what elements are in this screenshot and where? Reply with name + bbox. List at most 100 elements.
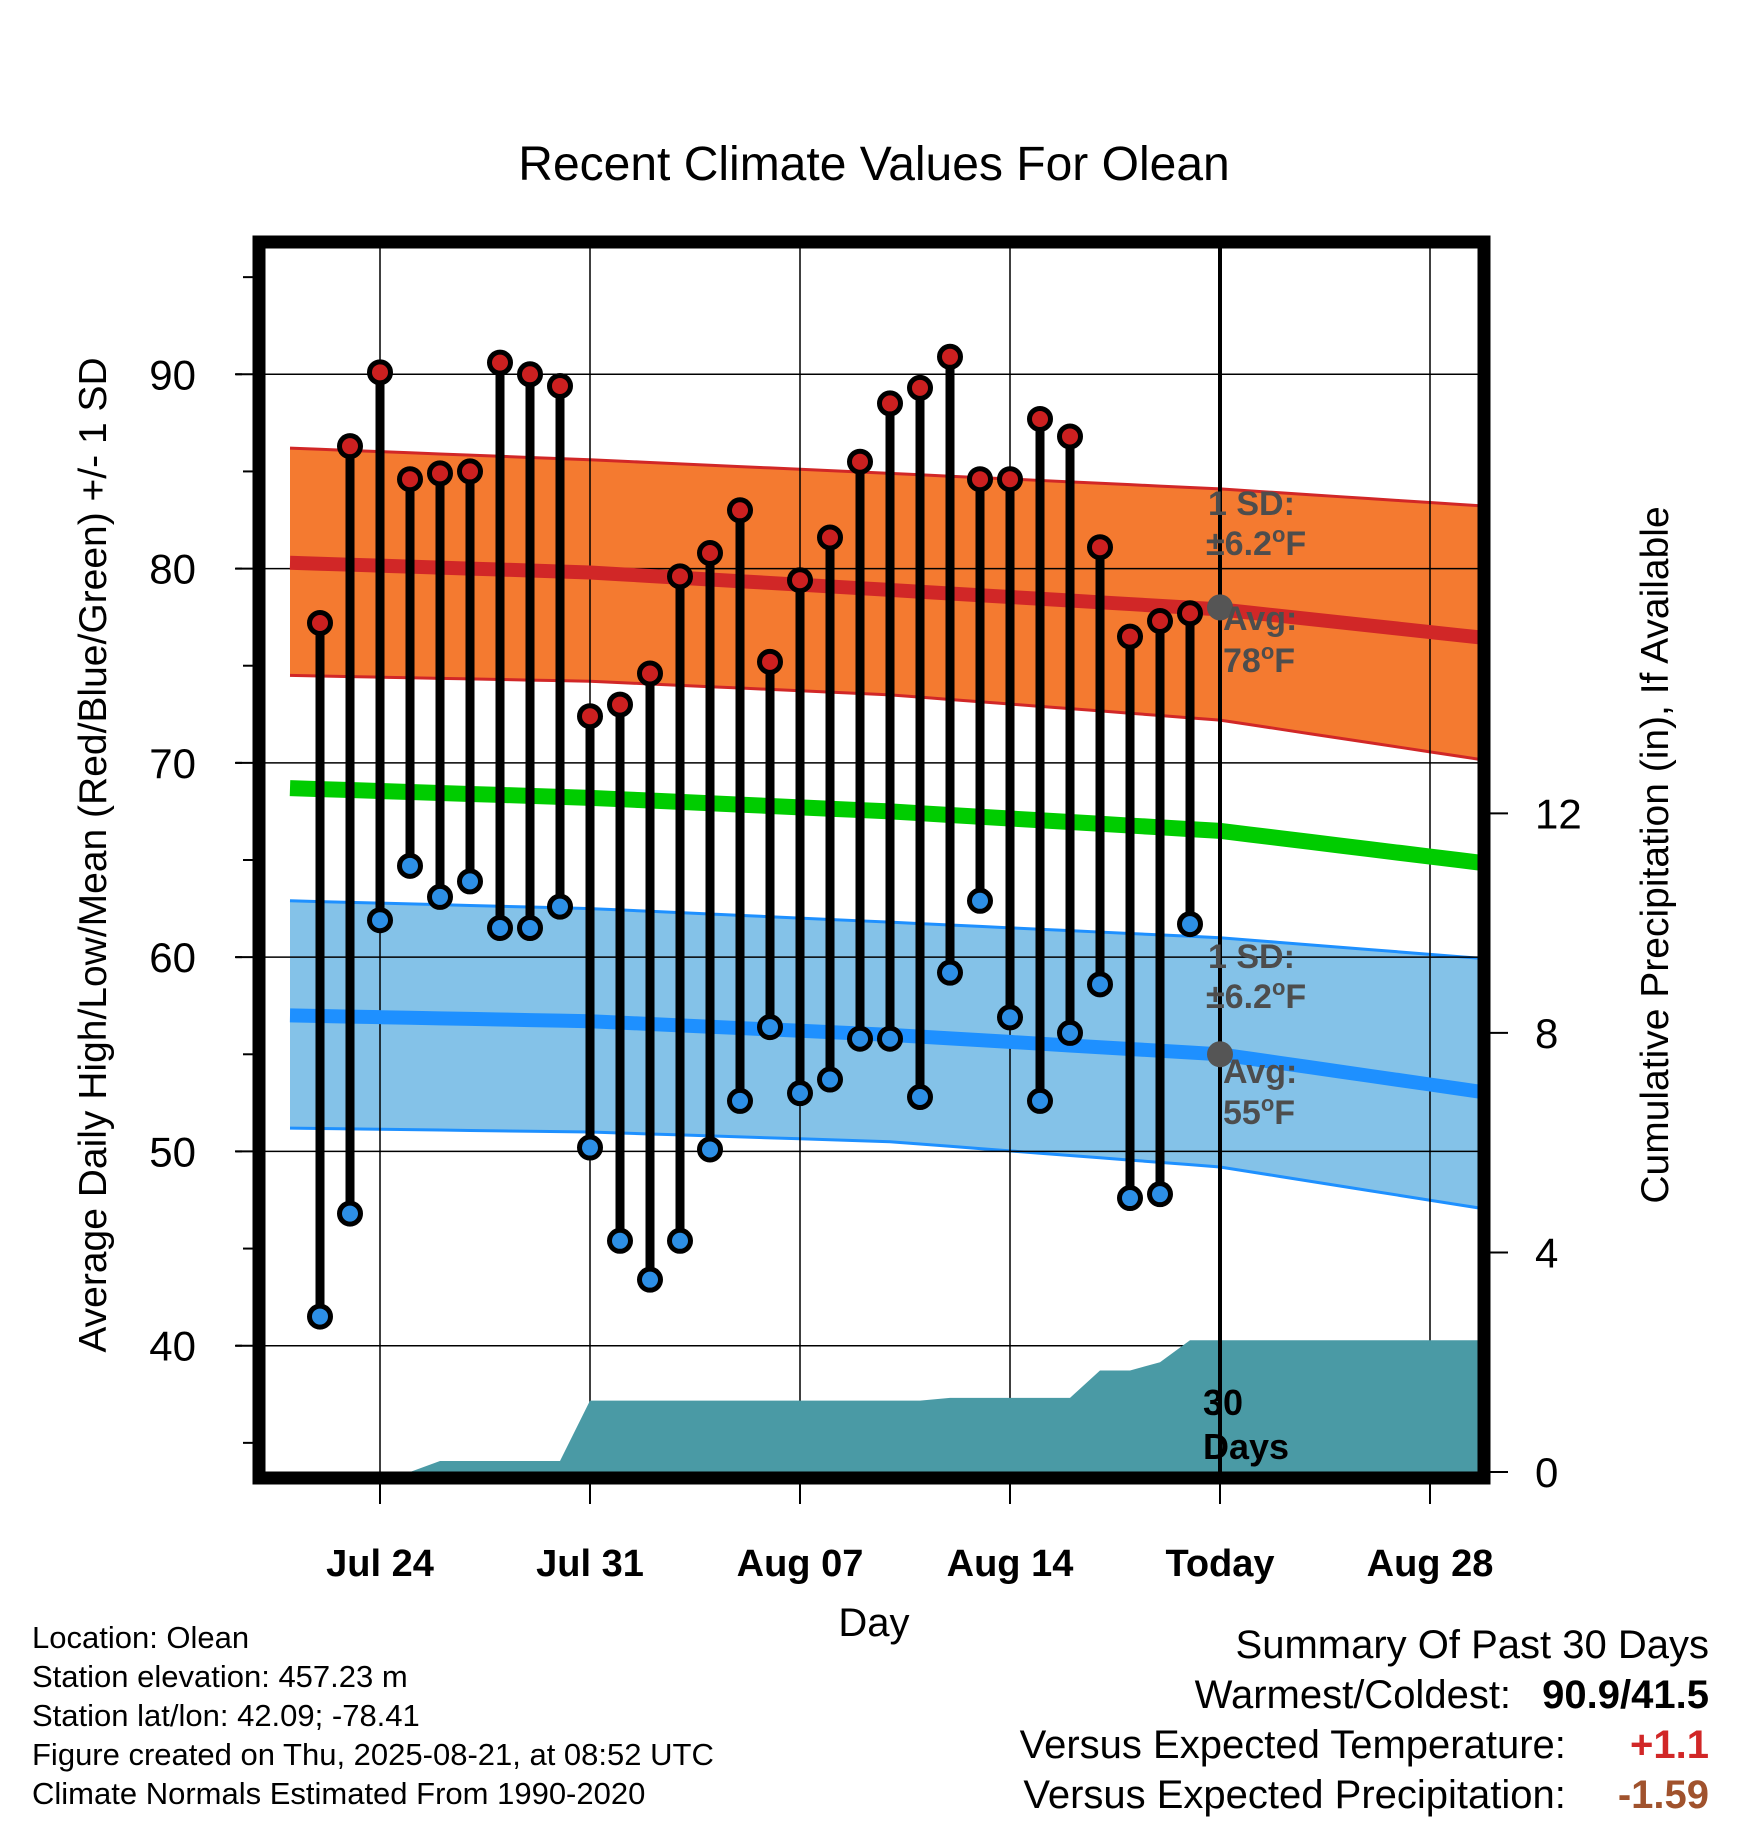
high-temp-point xyxy=(607,691,633,718)
y2-tick-label: 8 xyxy=(1535,1010,1558,1057)
x-tick-label: Jul 31 xyxy=(536,1543,644,1585)
x-axis-title: Day xyxy=(838,1601,909,1645)
low-temp-point xyxy=(607,1227,633,1254)
high-sd-annotation-value: ±6.2oF xyxy=(1206,522,1306,563)
y-tick-label: 40 xyxy=(149,1323,196,1370)
precip-days-label: Days xyxy=(1203,1426,1289,1467)
y-tick-label: 80 xyxy=(149,546,196,593)
low-temp-point xyxy=(667,1227,693,1254)
y2-axis-title: Cumulative Precipitation (in), If Availa… xyxy=(1634,506,1677,1203)
high-temp-point xyxy=(757,648,783,675)
high-temp-point xyxy=(967,466,993,493)
y2-tick-label: 12 xyxy=(1535,790,1582,837)
high-temp-point xyxy=(937,343,963,370)
high-temp-point xyxy=(727,497,753,524)
y2-tick-label: 4 xyxy=(1535,1229,1558,1276)
high-temp-point xyxy=(397,466,423,493)
high-sd-annotation-label: 1 SD: xyxy=(1208,485,1295,523)
y-tick-label: 50 xyxy=(149,1128,196,1175)
low-temp-point xyxy=(637,1266,663,1293)
warm-cold-row: Warmest/Coldest: 90.9/41.5 xyxy=(1020,1670,1709,1720)
low-temp-point xyxy=(487,915,513,941)
low-temp-point xyxy=(787,1080,813,1107)
high-temp-point xyxy=(787,567,813,594)
x-tick-label: Aug 07 xyxy=(737,1543,864,1585)
today-high-avg-dot xyxy=(1207,594,1233,621)
low-sd-lower-line xyxy=(289,1126,1478,1210)
high-temp-point xyxy=(577,703,603,730)
precip-row: Versus Expected Precipitation: -1.59 xyxy=(1020,1770,1709,1820)
summary-panel: Summary Of Past 30 Days Warmest/Coldest:… xyxy=(1020,1620,1709,1820)
low-temp-point xyxy=(727,1087,753,1114)
y-tick-label: 90 xyxy=(149,351,196,398)
temp-value: +1.1 xyxy=(1630,1723,1709,1767)
high-sd-band xyxy=(290,448,1478,760)
warm-cold-value: 90.9/41.5 xyxy=(1542,1673,1709,1717)
precip-days-number: 30 xyxy=(1203,1382,1243,1423)
plot-frame xyxy=(252,235,1491,1485)
low-temp-point xyxy=(517,915,543,941)
elevation-text: Station elevation: 457.23 m xyxy=(32,1659,408,1694)
y-axis-title: Average Daily High/Low/Mean (Red/Blue/Gr… xyxy=(72,357,115,1352)
low-temp-point xyxy=(1057,1019,1083,1046)
high-avg-annotation-value: 78oF xyxy=(1223,639,1295,680)
high-temp-point xyxy=(877,390,903,417)
high-temp-point xyxy=(997,466,1023,493)
low-sd-annotation-label: 1 SD: xyxy=(1208,938,1295,976)
high-temp-point xyxy=(367,359,393,386)
high-temp-point xyxy=(307,609,333,636)
high-temp-point xyxy=(487,349,513,376)
x-tick-label: Jul 24 xyxy=(326,1543,434,1585)
low-temp-point xyxy=(937,959,963,986)
high-temp-point xyxy=(817,524,843,551)
high-temp-point xyxy=(1027,405,1053,432)
high-temp-point xyxy=(697,540,723,567)
low-temp-point xyxy=(367,907,393,934)
low-temp-point xyxy=(817,1066,843,1093)
high-temp-point xyxy=(667,563,693,590)
low-temp-point xyxy=(997,1004,1023,1031)
temp-label: Versus Expected Temperature: xyxy=(1019,1723,1566,1767)
low-temp-point xyxy=(577,1134,603,1161)
low-temp-point xyxy=(1177,911,1203,938)
high-temp-point xyxy=(1087,534,1113,561)
summary-title: Summary Of Past 30 Days xyxy=(1235,1623,1709,1667)
high-temp-point xyxy=(337,433,363,460)
low-avg-annotation-label: Avg: xyxy=(1223,1053,1297,1091)
x-tick-label: Aug 14 xyxy=(947,1543,1074,1585)
low-temp-point xyxy=(1087,971,1113,998)
y-tick-label: 70 xyxy=(149,740,196,787)
location-text: Location: Olean xyxy=(32,1620,250,1655)
low-temp-point xyxy=(427,883,453,910)
low-temp-point xyxy=(307,1303,333,1330)
x-tick-label: Aug 28 xyxy=(1367,1543,1494,1585)
high-temp-point xyxy=(907,374,933,401)
low-temp-point xyxy=(547,893,573,920)
high-temp-point xyxy=(427,460,453,487)
today-low-avg-dot xyxy=(1207,1041,1233,1068)
low-temp-point xyxy=(337,1200,363,1227)
warm-cold-label: Warmest/Coldest: xyxy=(1194,1673,1512,1717)
low-temp-point xyxy=(1117,1185,1143,1212)
high-avg-annotation-label: Avg: xyxy=(1223,600,1297,638)
high-temp-point xyxy=(1117,623,1143,650)
low-temp-point xyxy=(1147,1181,1173,1208)
y-tick-label: 60 xyxy=(149,934,196,981)
high-temp-point xyxy=(1147,608,1173,635)
latlon-text: Station lat/lon: 42.09; -78.41 xyxy=(32,1698,420,1733)
low-temp-point xyxy=(877,1025,903,1052)
low-temp-point xyxy=(397,852,423,879)
y2-tick-label: 0 xyxy=(1535,1449,1558,1496)
created-text: Figure created on Thu, 2025-08-21, at 08… xyxy=(32,1737,714,1772)
chart-title: Recent Climate Values For Olean xyxy=(518,138,1229,191)
x-tick-label: Today xyxy=(1165,1543,1274,1585)
high-temp-point xyxy=(457,458,483,485)
precip-area xyxy=(265,1340,1478,1472)
low-temp-point xyxy=(907,1084,933,1111)
low-temp-point xyxy=(967,887,993,914)
high-temp-point xyxy=(547,372,573,399)
low-avg-annotation-value: 55oF xyxy=(1223,1091,1295,1132)
